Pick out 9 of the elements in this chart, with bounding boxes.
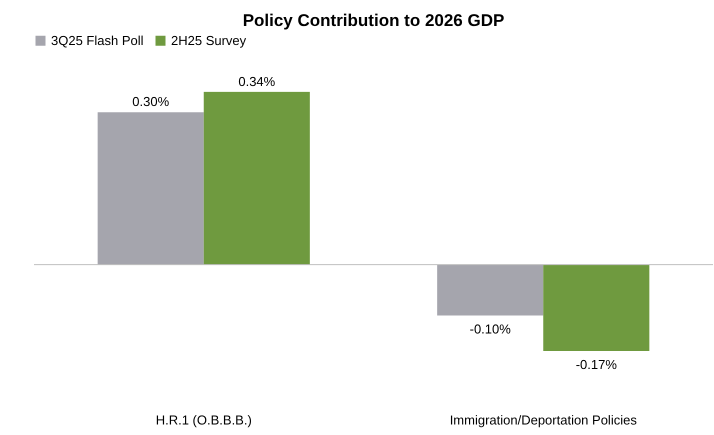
x-tick-label: H.R.1 (O.B.B.B.) [156, 412, 252, 428]
data-label: 0.30% [132, 94, 170, 110]
data-label: 0.34% [238, 74, 276, 89]
chart-title: Policy Contribution to 2026 GDP [242, 11, 504, 30]
data-label: -0.17% [576, 357, 618, 372]
legend-label: 3Q25 Flash Poll [51, 32, 144, 48]
legend-label: 2H25 Survey [171, 32, 247, 48]
data-label: -0.10% [470, 321, 512, 336]
x-tick-label: Immigration/Deportation Policies [450, 412, 638, 428]
